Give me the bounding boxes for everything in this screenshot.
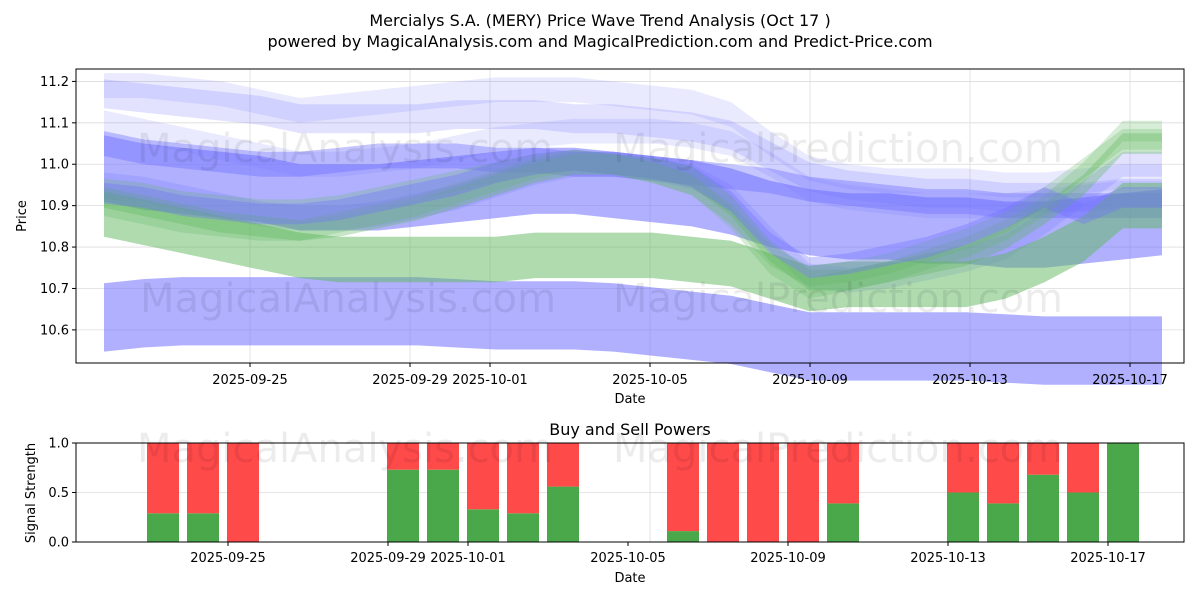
top-y-tick-label: 10.6: [40, 323, 69, 338]
sell-bar-2025-10-15: [1027, 443, 1059, 475]
bottom-x-tick-label: 2025-10-09: [750, 551, 826, 566]
sell-bar-2025-10-02: [507, 443, 539, 514]
sell-bar-2025-10-01: [467, 443, 499, 510]
watermark-mid-right: MagicalPrediction.com: [613, 276, 1063, 322]
bottom-y-ticks: 0.0 0.5 1.0: [48, 437, 76, 551]
chart-subtitle: powered by MagicalAnalysis.com and Magic…: [267, 32, 932, 51]
top-x-tick-label: 2025-10-13: [932, 373, 1008, 388]
price-band-blue-3: [104, 79, 1162, 212]
sell-bar-2025-10-09: [787, 443, 819, 542]
sell-bar-2025-09-24: [187, 443, 219, 514]
sell-bar-2025-09-29: [387, 443, 419, 470]
buy-bar-2025-10-06: [667, 531, 699, 542]
sell-bar-2025-10-14: [987, 443, 1019, 504]
buy-bar-2025-09-29: [387, 469, 419, 542]
top-x-ticks: 2025-09-25 2025-09-29 2025-10-01 2025-10-05…: [212, 363, 1168, 388]
buy-bar-2025-10-15: [1027, 474, 1059, 542]
buy-bar-2025-10-03: [547, 486, 579, 542]
price-band-green-10: [104, 129, 1162, 287]
bottom-x-tick-label: 2025-10-13: [910, 551, 986, 566]
chart-title: Mercialys S.A. (MERY) Price Wave Trend A…: [369, 11, 830, 30]
top-x-axis-label: Date: [614, 392, 645, 407]
top-plot-frame: [75, 68, 1185, 364]
sell-bar-2025-10-08: [747, 443, 779, 542]
bottom-chart-title: Buy and Sell Powers: [549, 420, 711, 439]
bottom-x-tick-label: 2025-09-25: [190, 551, 266, 566]
buy-bar-2025-09-23: [147, 513, 179, 542]
bottom-x-ticks: 2025-09-25 2025-09-29 2025-10-01 2025-10-05…: [190, 542, 1146, 566]
price-band-green-8: [104, 133, 1162, 291]
watermark-bottom-right: MagicalPrediction.com: [613, 426, 1063, 472]
price-band-blue-0: [104, 277, 1162, 385]
sell-bar-2025-10-10: [827, 443, 859, 504]
buy-bar-2025-09-24: [187, 513, 219, 542]
buy-bar-2025-10-14: [987, 503, 1019, 542]
buy-sell-panel: Buy and Sell Powers MagicalAnalysis.com …: [24, 420, 1185, 586]
bottom-x-axis-label: Date: [614, 571, 645, 586]
buy-bar-2025-10-13: [947, 492, 979, 542]
top-y-tick-label: 11.0: [40, 158, 69, 173]
bottom-x-tick-label: 2025-09-29: [350, 551, 426, 566]
buy-bar-2025-10-02: [507, 513, 539, 542]
top-y-tick-label: 11.1: [40, 116, 69, 131]
buy-bar-2025-10-17: [1107, 443, 1139, 542]
price-wave-panel: MagicalAnalysis.com MagicalPrediction.co…: [15, 68, 1185, 407]
price-band-blue-4: [104, 73, 1162, 198]
price-bands: [104, 73, 1162, 385]
bottom-y-tick-label: 1.0: [48, 437, 69, 452]
bottom-y-tick-label: 0.5: [48, 486, 69, 501]
sell-bar-2025-09-25: [227, 443, 259, 542]
top-x-tick-label: 2025-10-17: [1092, 373, 1168, 388]
buy-bar-2025-10-01: [467, 509, 499, 542]
sell-bar-2025-10-06: [667, 443, 699, 532]
buy-sell-bars: [147, 443, 1139, 542]
price-band-blue-6: [104, 151, 1162, 293]
bottom-y-tick-label: 0.0: [48, 536, 69, 551]
top-y-axis-label: Price: [15, 200, 30, 232]
sell-bar-2025-10-07: [707, 443, 739, 542]
sell-bar-2025-09-23: [147, 443, 179, 514]
sell-bar-2025-10-16: [1067, 443, 1099, 493]
bottom-y-axis-label: Signal Strength: [24, 443, 39, 543]
watermark-mid-left: MagicalAnalysis.com: [140, 276, 556, 322]
price-band-blue-1: [104, 135, 1162, 268]
price-band-blue-2: [104, 131, 1162, 219]
buy-bar-2025-09-30: [427, 469, 459, 542]
top-x-tick-label: 2025-10-05: [612, 373, 688, 388]
price-band-blue-5: [104, 110, 1162, 219]
watermark-bottom-left: MagicalAnalysis.com: [137, 426, 553, 472]
top-y-tick-label: 10.8: [40, 241, 69, 256]
watermark-top-left: MagicalAnalysis.com: [137, 126, 553, 172]
top-x-tick-label: 2025-10-01: [452, 373, 528, 388]
top-x-tick-label: 2025-10-09: [772, 373, 848, 388]
bottom-x-tick-label: 2025-10-05: [590, 551, 666, 566]
sell-bar-2025-10-13: [947, 443, 979, 493]
top-y-ticks: 10.6 10.7 10.8 10.9 11.0 11.1 11.2: [40, 75, 76, 338]
price-band-green-7: [104, 182, 1162, 312]
top-y-tick-label: 10.9: [40, 199, 69, 214]
top-x-tick-label: 2025-09-25: [212, 373, 288, 388]
top-y-tick-label: 11.2: [40, 75, 69, 90]
sell-bar-2025-10-03: [547, 443, 579, 487]
sell-bar-2025-09-30: [427, 443, 459, 470]
buy-bar-2025-10-10: [827, 503, 859, 542]
buy-bar-2025-10-16: [1067, 492, 1099, 542]
top-x-tick-label: 2025-09-29: [372, 373, 448, 388]
top-y-tick-label: 10.7: [40, 282, 69, 297]
bottom-x-tick-label: 2025-10-01: [430, 551, 506, 566]
bottom-x-tick-label: 2025-10-17: [1070, 551, 1146, 566]
watermark-top-right: MagicalPrediction.com: [613, 126, 1063, 172]
price-band-blue-11: [104, 149, 1162, 279]
